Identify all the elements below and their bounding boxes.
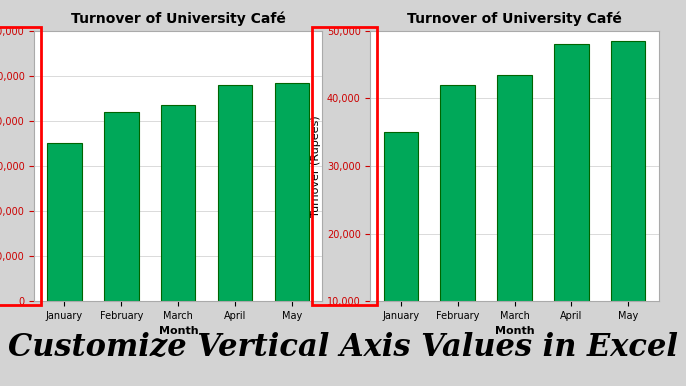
Bar <box>275 83 309 301</box>
X-axis label: Month: Month <box>495 326 534 336</box>
Bar <box>218 85 252 301</box>
Bar <box>611 41 646 369</box>
Bar <box>554 44 589 369</box>
Text: Customize Vertical Axis Values in Excel: Customize Vertical Axis Values in Excel <box>8 332 678 363</box>
Title: Turnover of University Café: Turnover of University Café <box>71 11 286 25</box>
Y-axis label: Turnover (Rupees): Turnover (Rupees) <box>311 115 321 217</box>
X-axis label: Month: Month <box>158 326 198 336</box>
Bar <box>47 144 82 301</box>
Bar <box>161 105 196 301</box>
Bar <box>497 75 532 369</box>
Bar <box>383 132 418 369</box>
Title: Turnover of University Café: Turnover of University Café <box>407 11 622 25</box>
Bar <box>104 112 139 301</box>
Bar <box>440 85 475 369</box>
